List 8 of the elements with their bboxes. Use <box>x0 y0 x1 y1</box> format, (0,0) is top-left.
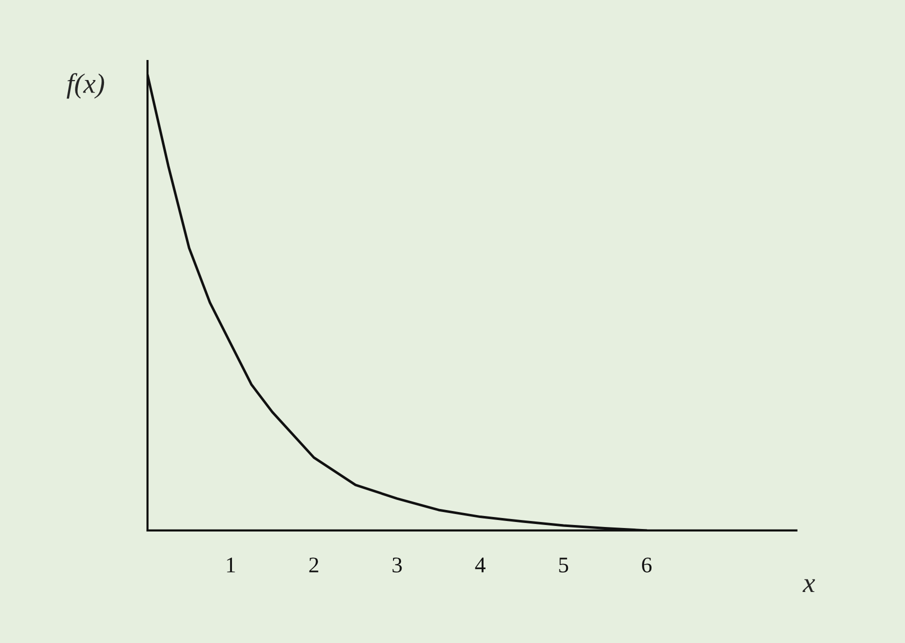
x-axis-title: x <box>802 579 816 592</box>
x-tick-label: 6 <box>642 558 652 573</box>
x-tick-label: 5 <box>559 558 568 573</box>
x-tick-label: 3 <box>392 558 402 573</box>
x-tick-label: 1 <box>227 558 235 572</box>
x-tick-label: 2 <box>309 558 318 572</box>
y-axis-title: f(x) <box>66 73 104 99</box>
x-tick-label: 4 <box>475 558 486 572</box>
